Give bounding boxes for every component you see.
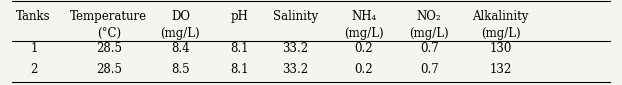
Text: 8.4: 8.4 bbox=[171, 42, 190, 55]
Text: pH: pH bbox=[231, 10, 248, 23]
Text: Temperature: Temperature bbox=[70, 10, 147, 23]
Text: 28.5: 28.5 bbox=[96, 42, 122, 55]
Text: DO: DO bbox=[171, 10, 190, 23]
Text: 130: 130 bbox=[490, 42, 512, 55]
Text: 8.1: 8.1 bbox=[230, 42, 249, 55]
Text: 8.1: 8.1 bbox=[230, 63, 249, 76]
Text: 0.7: 0.7 bbox=[420, 63, 439, 76]
Text: 28.5: 28.5 bbox=[96, 63, 122, 76]
Text: 0.2: 0.2 bbox=[355, 42, 373, 55]
Text: Alkalinity: Alkalinity bbox=[473, 10, 529, 23]
Text: NO₂: NO₂ bbox=[417, 10, 442, 23]
Text: (°C): (°C) bbox=[97, 27, 121, 40]
Text: (mg/L): (mg/L) bbox=[481, 27, 521, 40]
Text: Tanks: Tanks bbox=[16, 10, 50, 23]
Text: (mg/L): (mg/L) bbox=[344, 27, 384, 40]
Text: 8.5: 8.5 bbox=[171, 63, 190, 76]
Text: 33.2: 33.2 bbox=[282, 63, 309, 76]
Text: (mg/L): (mg/L) bbox=[160, 27, 200, 40]
Text: 132: 132 bbox=[490, 63, 512, 76]
Text: (mg/L): (mg/L) bbox=[409, 27, 449, 40]
Text: 2: 2 bbox=[30, 63, 38, 76]
Text: 0.2: 0.2 bbox=[355, 63, 373, 76]
Text: Salinity: Salinity bbox=[273, 10, 318, 23]
Text: 1: 1 bbox=[30, 42, 38, 55]
Text: NH₄: NH₄ bbox=[351, 10, 376, 23]
Text: 0.7: 0.7 bbox=[420, 42, 439, 55]
Text: 33.2: 33.2 bbox=[282, 42, 309, 55]
